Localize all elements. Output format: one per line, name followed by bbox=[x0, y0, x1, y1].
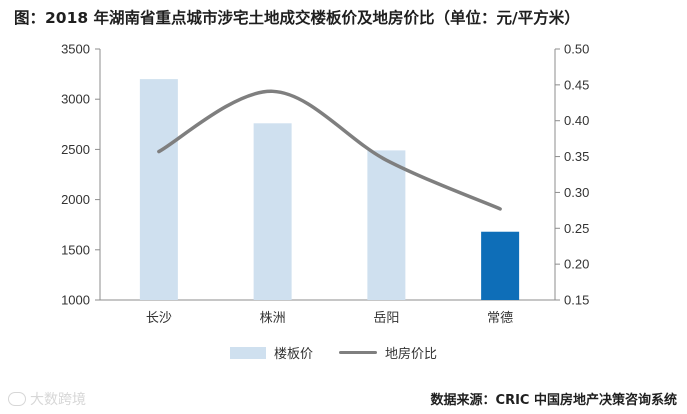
y-right-tick-label: 0.50 bbox=[564, 42, 589, 57]
x-category-label: 株洲 bbox=[260, 311, 286, 326]
line-series-diffangjiabi bbox=[157, 89, 502, 211]
y-left-tick-label: 2500 bbox=[61, 142, 90, 157]
y-left-tick-label: 3000 bbox=[61, 92, 90, 107]
watermark: 大数跨境 bbox=[8, 389, 86, 409]
legend-line-label: 地房价比 bbox=[385, 347, 438, 362]
y-left-tick-label: 1500 bbox=[61, 242, 90, 257]
legend: 楼板价 地房价比 bbox=[230, 343, 437, 362]
y-right-tick-label: 0.25 bbox=[564, 221, 589, 236]
watermark-text: 大数跨境 bbox=[30, 392, 86, 408]
legend-line-swatch bbox=[339, 351, 378, 354]
y-right-tick-label: 0.40 bbox=[564, 113, 589, 128]
y-right-tick-label: 0.45 bbox=[564, 77, 589, 92]
legend-bar-label: 楼板价 bbox=[274, 347, 314, 362]
x-category-label: 长沙 bbox=[146, 311, 172, 326]
chart-title: 图：2018 年湖南省重点城市涉宅土地成交楼板价及地房价比（单位：元/平方米） bbox=[14, 9, 580, 27]
x-category-label: 常德 bbox=[487, 311, 513, 326]
y-right-tick-label: 0.35 bbox=[564, 149, 589, 164]
y-right-tick-label: 0.20 bbox=[564, 257, 589, 272]
bar-1 bbox=[253, 123, 292, 301]
y-left-tick-label: 1000 bbox=[61, 293, 90, 308]
y-right-tick-label: 0.15 bbox=[564, 293, 589, 308]
bar-0 bbox=[139, 79, 178, 301]
bar-2 bbox=[367, 150, 406, 300]
y-left-tick-label: 2000 bbox=[61, 192, 90, 207]
bar-3 bbox=[481, 231, 520, 300]
x-category-label: 岳阳 bbox=[373, 311, 399, 326]
y-right-tick-label: 0.30 bbox=[564, 185, 589, 200]
watermark-logo-icon bbox=[8, 392, 26, 406]
y-left-tick-label: 3500 bbox=[61, 42, 90, 57]
legend-bar-swatch bbox=[230, 346, 266, 359]
source-note: 数据来源：CRIC 中国房地产决策咨询系统 bbox=[430, 393, 677, 408]
